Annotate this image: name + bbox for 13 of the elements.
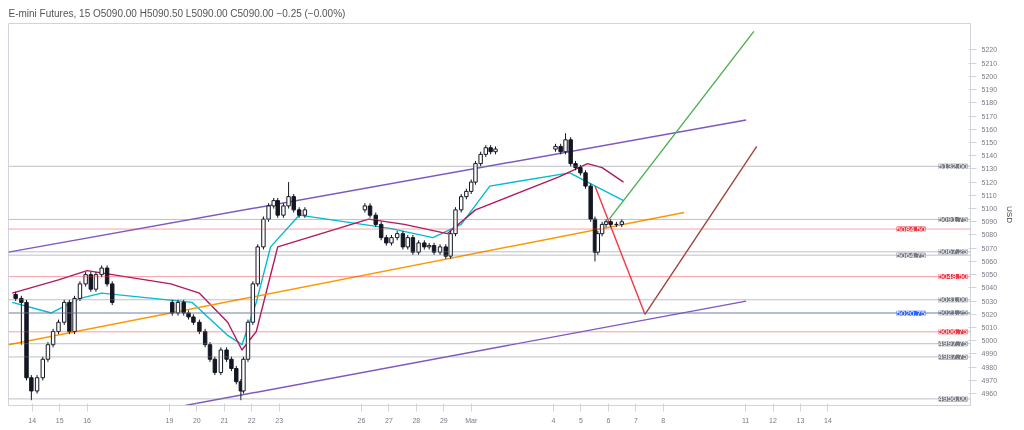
ref-line-label: 5006.75: [938, 327, 969, 337]
ref-line-label: 5067.25: [938, 247, 969, 257]
y-axis-title: USD: [1005, 206, 1015, 224]
ref-line-label: 5020.75: [896, 308, 927, 318]
ref-line-label: 5091.75: [938, 214, 969, 224]
ref-line-label: 5064.75: [896, 250, 927, 260]
ref-line-label: 4997.75: [938, 339, 969, 349]
ref-line-label: 5021.25: [938, 308, 969, 318]
ref-line-label: 5132.00: [938, 161, 969, 171]
chart-title: E-mini Futures, 15 O5090.00 H5090.50 L5090.00 C5090.00 −0.25 (−0.00%): [8, 7, 346, 19]
ref-line-label: 5031.00: [938, 295, 969, 305]
ref-line-label: 5084.50: [896, 224, 927, 234]
ref-line-label: 5048.50: [938, 272, 969, 282]
